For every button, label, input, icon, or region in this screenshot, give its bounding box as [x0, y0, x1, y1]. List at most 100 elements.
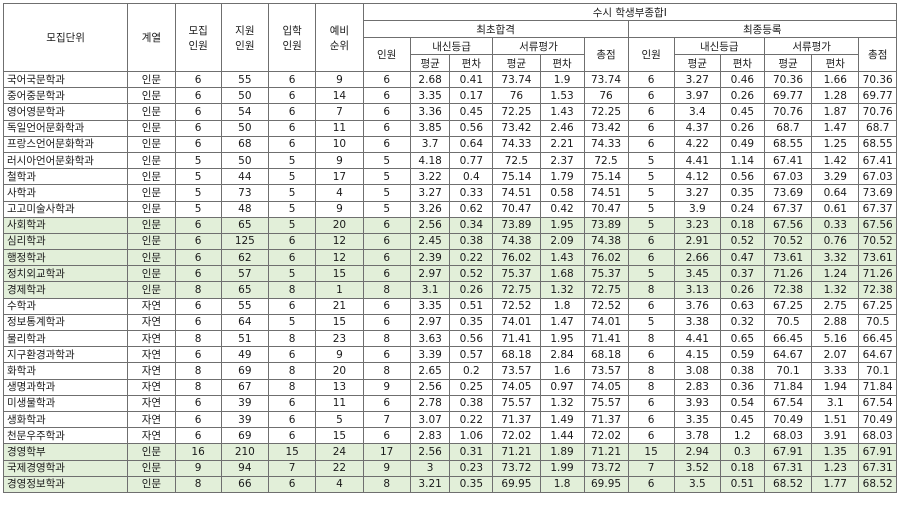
- cell-quota: 6: [174, 410, 222, 429]
- cell-fr-na: 3.4: [673, 103, 721, 121]
- cell-fr-n: 5: [627, 151, 675, 170]
- cell-fp-nd: 0.34: [449, 216, 494, 234]
- cell-fr-n: 6: [627, 232, 675, 251]
- cell-quota: 6: [174, 87, 222, 105]
- cell-applicants: 51: [220, 329, 269, 348]
- cell-waitlist: 15: [315, 427, 364, 445]
- cell-fr-nd: 0.49: [719, 135, 765, 153]
- cell-dept: 정치외교학과: [2, 265, 129, 283]
- header-fp-total: 총점: [583, 37, 629, 72]
- cell-fp-t: 76: [583, 87, 629, 105]
- cell-dept: 영어영문학과: [2, 103, 129, 121]
- cell-applicants: 64: [220, 313, 269, 332]
- cell-applicants: 94: [220, 459, 269, 477]
- cell-enrolled: 7: [267, 459, 317, 477]
- cell-enrolled: 6: [267, 135, 317, 153]
- cell-fr-nd: 0.3: [719, 443, 765, 461]
- cell-fp-t: 73.42: [583, 119, 629, 137]
- table-row: 지구환경과학과 자연 6 49 6 9 6 3.39 0.57 68.18 2.84 68.18 6 4.…: [2, 346, 897, 364]
- cell-dept: 고고미술사학과: [2, 200, 129, 218]
- cell-applicants: 48: [220, 200, 269, 218]
- cell-fp-nd: 0.41: [449, 70, 494, 89]
- cell-fp-nd: 1.06: [449, 427, 494, 445]
- cell-fp-dd: 0.97: [539, 378, 585, 396]
- cell-quota: 5: [174, 151, 222, 170]
- cell-track: 인문: [127, 184, 176, 202]
- cell-fr-n: 7: [627, 459, 675, 477]
- cell-fr-na: 4.12: [673, 168, 721, 186]
- cell-fr-dd: 1.28: [811, 87, 860, 105]
- cell-fr-t: 71.26: [858, 265, 897, 283]
- cell-fp-n: 6: [362, 103, 411, 121]
- cell-fr-na: 3.13: [673, 281, 721, 299]
- cell-fp-da: 76: [492, 87, 541, 105]
- cell-enrolled: 8: [267, 329, 317, 348]
- admission-results-table: 모집단위 계열 모집 인원 지원 인원 입학 인원 예비 순위 수시 학생부종합Ⅰ 최초…: [2, 3, 898, 493]
- cell-fp-n: 6: [362, 313, 411, 332]
- cell-fr-da: 68.7: [763, 119, 813, 137]
- cell-fp-na: 3.7: [409, 135, 451, 153]
- cell-fr-na: 3.76: [673, 297, 721, 315]
- cell-fr-na: 3.35: [673, 410, 721, 429]
- cell-fp-na: 2.68: [409, 70, 451, 89]
- cell-fr-dd: 1.32: [811, 281, 860, 299]
- cell-track: 인문: [127, 443, 176, 461]
- cell-dept: 화학과: [2, 362, 129, 380]
- cell-fp-dd: 1.49: [539, 410, 585, 429]
- cell-fp-nd: 0.57: [449, 346, 494, 364]
- header-quota-text: 모집 인원: [188, 24, 208, 52]
- cell-fp-da: 73.72: [492, 459, 541, 477]
- cell-dept: 수학과: [2, 297, 129, 315]
- cell-fr-t: 67.31: [858, 459, 897, 477]
- cell-enrolled: 6: [267, 427, 317, 445]
- cell-fp-t: 72.25: [583, 103, 629, 121]
- cell-quota: 6: [174, 346, 222, 364]
- cell-waitlist: 21: [315, 297, 364, 315]
- cell-enrolled: 6: [267, 232, 317, 251]
- cell-fr-dd: 1.35: [811, 443, 860, 461]
- cell-fp-na: 3.21: [409, 475, 451, 493]
- cell-fp-dd: 1.32: [539, 394, 585, 412]
- cell-waitlist: 13: [315, 378, 364, 396]
- cell-fp-dd: 0.42: [539, 200, 585, 218]
- cell-fr-t: 70.49: [858, 410, 897, 429]
- cell-enrolled: 6: [267, 70, 317, 89]
- cell-fr-n: 6: [627, 410, 675, 429]
- cell-fr-n: 8: [627, 329, 675, 348]
- cell-quota: 6: [174, 394, 222, 412]
- cell-fr-na: 3.38: [673, 313, 721, 332]
- cell-waitlist: 20: [315, 362, 364, 380]
- cell-track: 자연: [127, 410, 176, 429]
- cell-quota: 8: [174, 378, 222, 396]
- cell-dept: 경영정보학과: [2, 475, 129, 493]
- cell-fp-n: 6: [362, 394, 411, 412]
- cell-fp-t: 71.41: [583, 329, 629, 348]
- cell-fp-t: 75.57: [583, 394, 629, 412]
- cell-track: 인문: [127, 216, 176, 234]
- cell-fp-n: 17: [362, 443, 411, 461]
- cell-applicants: 50: [220, 151, 269, 170]
- cell-fr-t: 72.38: [858, 281, 897, 299]
- cell-fp-nd: 0.56: [449, 119, 494, 137]
- cell-applicants: 44: [220, 168, 269, 186]
- cell-fp-da: 74.33: [492, 135, 541, 153]
- header-fp-naesin-dev: 편차: [449, 54, 494, 72]
- cell-fr-n: 5: [627, 200, 675, 218]
- cell-fp-nd: 0.31: [449, 443, 494, 461]
- cell-fp-da: 72.25: [492, 103, 541, 121]
- cell-fr-nd: 0.51: [719, 475, 765, 493]
- cell-fp-n: 7: [362, 410, 411, 429]
- table-body: 국어국문학과 인문 6 55 6 9 6 2.68 0.41 73.74 1.9 73.74 6 3.27…: [2, 70, 897, 493]
- cell-waitlist: 11: [315, 119, 364, 137]
- cell-dept: 러시아언어문화학과: [2, 151, 129, 170]
- cell-fp-nd: 0.56: [449, 329, 494, 348]
- cell-fp-t: 71.37: [583, 410, 629, 429]
- cell-waitlist: 4: [315, 184, 364, 202]
- cell-enrolled: 6: [267, 475, 317, 493]
- cell-fr-da: 67.31: [763, 459, 813, 477]
- cell-applicants: 49: [220, 346, 269, 364]
- cell-quota: 5: [174, 184, 222, 202]
- cell-fr-da: 67.37: [763, 200, 813, 218]
- header-fp-naesin: 내신등급: [409, 37, 494, 55]
- cell-fr-nd: 0.65: [719, 329, 765, 348]
